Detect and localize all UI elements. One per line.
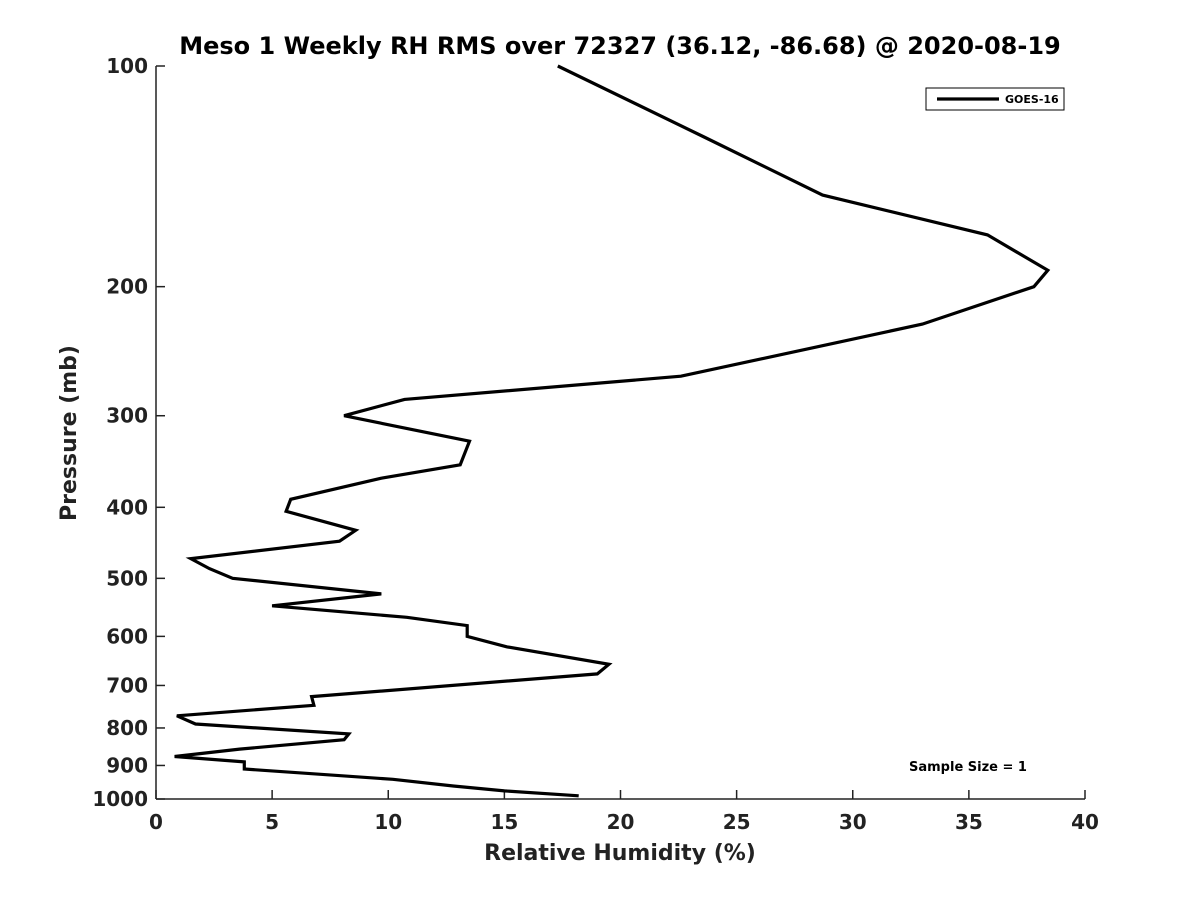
sample-size-annotation: Sample Size = 1	[909, 760, 1027, 775]
legend-entry-goes-16: GOES-16	[1005, 93, 1059, 106]
y-axis-label: Pressure (mb)	[57, 345, 82, 521]
x-axis-ticks: 0 5 10 15 20 25 30 35 40	[149, 790, 1099, 834]
y-tick-label-1000: 1000	[92, 787, 148, 811]
x-axis-label: Relative Humidity (%)	[484, 841, 756, 866]
x-tick-label-5: 5	[265, 810, 279, 834]
series-line-goes-16	[174, 64, 1051, 798]
y-tick-label-500: 500	[106, 566, 148, 590]
x-tick-label-20: 20	[607, 810, 635, 834]
y-tick-label-700: 700	[106, 673, 148, 697]
y-tick-label-400: 400	[106, 495, 148, 519]
series-points	[174, 65, 1048, 796]
y-tick-label-600: 600	[106, 624, 148, 648]
x-tick-label-40: 40	[1071, 810, 1099, 834]
x-tick-label-35: 35	[955, 810, 983, 834]
x-tick-label-25: 25	[723, 810, 751, 834]
x-tick-label-15: 15	[490, 810, 518, 834]
y-tick-label-200: 200	[106, 275, 148, 299]
chart-title: Meso 1 Weekly RH RMS over 72327 (36.12, …	[179, 32, 1061, 60]
x-tick-label-30: 30	[839, 810, 867, 834]
y-tick-label-100: 100	[106, 54, 148, 78]
y-tick-label-900: 900	[106, 753, 148, 777]
x-tick-label-10: 10	[374, 810, 402, 834]
legend: GOES-16	[925, 87, 1065, 111]
y-axis-ticks: 100 200 300 400 500 600 700 800 900 1000	[92, 54, 165, 811]
x-tick-label-0: 0	[149, 810, 163, 834]
y-tick-label-800: 800	[106, 716, 148, 740]
y-tick-label-300: 300	[106, 404, 148, 428]
